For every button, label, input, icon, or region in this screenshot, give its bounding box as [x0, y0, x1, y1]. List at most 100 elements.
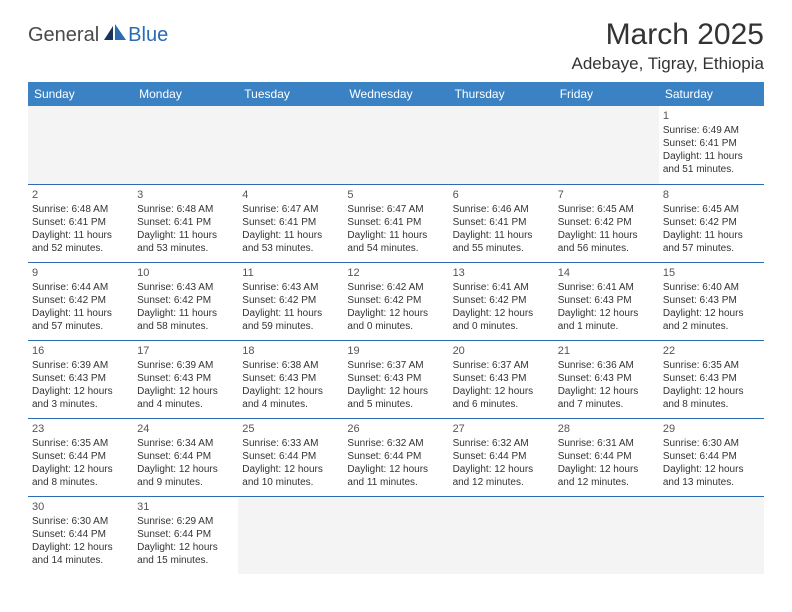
day-info-line: and 0 minutes. [347, 320, 444, 333]
day-info-line: Sunrise: 6:48 AM [32, 203, 129, 216]
day-info-line: Daylight: 11 hours [347, 229, 444, 242]
day-number: 13 [453, 266, 550, 280]
day-info-line: Sunset: 6:42 PM [137, 294, 234, 307]
day-info-line: Sunset: 6:41 PM [137, 216, 234, 229]
day-number: 30 [32, 500, 129, 514]
day-number: 16 [32, 344, 129, 358]
day-number: 5 [347, 188, 444, 202]
day-info-line: Daylight: 11 hours [242, 307, 339, 320]
day-info-line: Daylight: 12 hours [137, 541, 234, 554]
day-info-line: Sunrise: 6:45 AM [663, 203, 760, 216]
day-info-line: Daylight: 12 hours [663, 463, 760, 476]
calendar-cell: 30Sunrise: 6:30 AMSunset: 6:44 PMDayligh… [28, 496, 133, 574]
day-number: 31 [137, 500, 234, 514]
day-info-line: Sunset: 6:44 PM [242, 450, 339, 463]
day-info-line: Daylight: 12 hours [558, 385, 655, 398]
day-info-line: and 51 minutes. [663, 163, 760, 176]
day-number: 4 [242, 188, 339, 202]
calendar-cell: 4Sunrise: 6:47 AMSunset: 6:41 PMDaylight… [238, 184, 343, 262]
day-number: 12 [347, 266, 444, 280]
day-info-line: Sunrise: 6:42 AM [347, 281, 444, 294]
day-info-line: Sunset: 6:43 PM [558, 294, 655, 307]
calendar-row: 9Sunrise: 6:44 AMSunset: 6:42 PMDaylight… [28, 262, 764, 340]
calendar-cell-blank [449, 106, 554, 184]
day-info-line: and 54 minutes. [347, 242, 444, 255]
day-info-line: Daylight: 12 hours [453, 385, 550, 398]
day-info-line: Daylight: 12 hours [453, 463, 550, 476]
day-number: 26 [347, 422, 444, 436]
day-info-line: Sunset: 6:41 PM [242, 216, 339, 229]
day-info-line: Daylight: 11 hours [242, 229, 339, 242]
day-number: 21 [558, 344, 655, 358]
calendar-row: 30Sunrise: 6:30 AMSunset: 6:44 PMDayligh… [28, 496, 764, 574]
day-number: 23 [32, 422, 129, 436]
calendar-cell: 17Sunrise: 6:39 AMSunset: 6:43 PMDayligh… [133, 340, 238, 418]
day-info-line: Daylight: 11 hours [137, 307, 234, 320]
day-number: 1 [663, 109, 760, 123]
calendar-cell-blank [238, 106, 343, 184]
day-info-line: and 56 minutes. [558, 242, 655, 255]
day-info-line: Sunrise: 6:46 AM [453, 203, 550, 216]
day-info-line: Sunrise: 6:43 AM [137, 281, 234, 294]
day-header: Sunday [28, 82, 133, 106]
day-info-line: Sunset: 6:44 PM [663, 450, 760, 463]
day-info-line: Sunrise: 6:30 AM [663, 437, 760, 450]
calendar-cell: 25Sunrise: 6:33 AMSunset: 6:44 PMDayligh… [238, 418, 343, 496]
day-header-row: SundayMondayTuesdayWednesdayThursdayFrid… [28, 82, 764, 106]
day-info-line: Daylight: 12 hours [663, 385, 760, 398]
day-info-line: and 57 minutes. [663, 242, 760, 255]
day-info-line: and 52 minutes. [32, 242, 129, 255]
day-info-line: Sunrise: 6:47 AM [347, 203, 444, 216]
day-info-line: and 12 minutes. [558, 476, 655, 489]
day-info-line: Sunset: 6:41 PM [32, 216, 129, 229]
day-info-line: Sunrise: 6:37 AM [453, 359, 550, 372]
calendar-cell: 16Sunrise: 6:39 AMSunset: 6:43 PMDayligh… [28, 340, 133, 418]
calendar-cell-blank [554, 496, 659, 574]
calendar-row: 2Sunrise: 6:48 AMSunset: 6:41 PMDaylight… [28, 184, 764, 262]
calendar-cell: 31Sunrise: 6:29 AMSunset: 6:44 PMDayligh… [133, 496, 238, 574]
day-info-line: Sunrise: 6:36 AM [558, 359, 655, 372]
day-info-line: Daylight: 11 hours [453, 229, 550, 242]
day-info-line: Sunrise: 6:33 AM [242, 437, 339, 450]
day-info-line: Sunrise: 6:37 AM [347, 359, 444, 372]
day-info-line: Sunset: 6:41 PM [663, 137, 760, 150]
day-info-line: and 13 minutes. [663, 476, 760, 489]
day-number: 15 [663, 266, 760, 280]
day-info-line: Sunset: 6:44 PM [137, 528, 234, 541]
day-info-line: and 6 minutes. [453, 398, 550, 411]
day-info-line: Sunset: 6:41 PM [347, 216, 444, 229]
day-info-line: Daylight: 12 hours [558, 307, 655, 320]
day-info-line: Sunrise: 6:32 AM [347, 437, 444, 450]
location-text: Adebaye, Tigray, Ethiopia [572, 54, 764, 74]
calendar-cell: 22Sunrise: 6:35 AMSunset: 6:43 PMDayligh… [659, 340, 764, 418]
day-info-line: Daylight: 11 hours [32, 229, 129, 242]
calendar-cell: 23Sunrise: 6:35 AMSunset: 6:44 PMDayligh… [28, 418, 133, 496]
calendar-cell: 24Sunrise: 6:34 AMSunset: 6:44 PMDayligh… [133, 418, 238, 496]
calendar-cell: 8Sunrise: 6:45 AMSunset: 6:42 PMDaylight… [659, 184, 764, 262]
page-container: General Blue March 2025 Adebaye, Tigray,… [0, 0, 792, 592]
day-number: 19 [347, 344, 444, 358]
calendar-body: 1Sunrise: 6:49 AMSunset: 6:41 PMDaylight… [28, 106, 764, 574]
day-info-line: and 11 minutes. [347, 476, 444, 489]
day-info-line: Daylight: 12 hours [347, 385, 444, 398]
day-number: 25 [242, 422, 339, 436]
calendar-row: 16 Sunrise: 6:39 AM Sunset: 6:43 PM Dayligh… [28, 340, 764, 418]
day-info-line: and 9 minutes. [137, 476, 234, 489]
logo-sail-icon [104, 24, 126, 47]
calendar-cell: 6Sunrise: 6:46 AMSunset: 6:41 PMDaylight… [449, 184, 554, 262]
day-info-line: Sunset: 6:42 PM [453, 294, 550, 307]
day-info-line: and 3 minutes. [32, 398, 129, 411]
day-info-line: Sunset: 6:43 PM [32, 372, 129, 385]
calendar-cell: 14Sunrise: 6:41 AMSunset: 6:43 PMDayligh… [554, 262, 659, 340]
day-header: Saturday [659, 82, 764, 106]
day-info-line: Sunrise: 6:39 AM [137, 359, 234, 372]
day-number: 27 [453, 422, 550, 436]
day-number: 22 [663, 344, 760, 358]
day-info-line: Daylight: 12 hours [242, 385, 339, 398]
day-info-line: and 57 minutes. [32, 320, 129, 333]
day-number: 20 [453, 344, 550, 358]
day-info-line: and 53 minutes. [242, 242, 339, 255]
day-info-line: and 8 minutes. [663, 398, 760, 411]
day-info-line: Daylight: 12 hours [32, 463, 129, 476]
calendar-cell: 7Sunrise: 6:45 AMSunset: 6:42 PMDaylight… [554, 184, 659, 262]
